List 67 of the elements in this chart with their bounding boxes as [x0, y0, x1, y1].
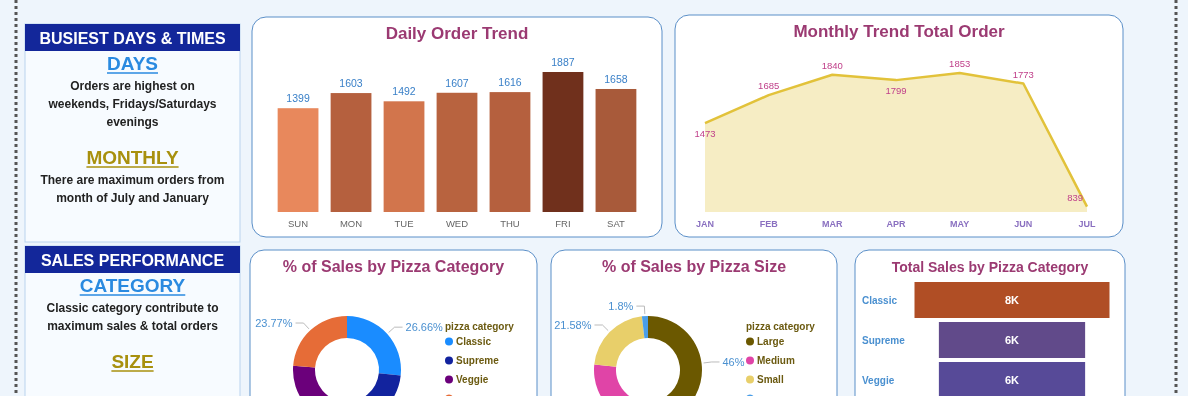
bar: [436, 92, 478, 212]
text: SIZE: [111, 351, 154, 372]
legend-title: pizza category: [445, 321, 515, 332]
text: Classic category contribute to maximum sales & total orders: [46, 301, 219, 333]
bar: [383, 101, 425, 212]
legend-title: pizza category: [746, 321, 816, 332]
data-label: 1492: [392, 85, 416, 98]
text: MONTHLY: [86, 147, 179, 168]
bar: [595, 88, 637, 212]
text: DAYS: [106, 53, 159, 74]
legend-label: Classic: [456, 336, 492, 347]
data-label: 8K: [1004, 294, 1020, 306]
x-tick-label: TUE: [394, 218, 414, 229]
category-label: Classic: [862, 295, 898, 306]
data-label: 1616: [498, 76, 522, 89]
data-label: 1773: [1012, 68, 1034, 80]
x-tick-label: FEB: [759, 219, 779, 229]
chart-title: % of Sales by Pizza Size: [601, 258, 787, 275]
data-label: 26.66%: [405, 321, 444, 334]
text: BUSIEST DAYS & TIMES: [39, 29, 226, 47]
data-label: 1603: [339, 77, 363, 90]
text: CATEGORY: [79, 275, 186, 296]
x-tick-label: SAT: [607, 218, 626, 229]
x-tick-label: THU: [500, 218, 520, 229]
chart-title: % of Sales by Pizza Category: [282, 258, 505, 275]
legend-label: Large: [757, 336, 785, 347]
x-tick-label: FRI: [555, 218, 571, 229]
data-label: 6K: [1004, 374, 1020, 386]
x-tick-label: MAY: [950, 219, 970, 229]
data-label: 6K: [1004, 334, 1020, 346]
data-label: 1840: [821, 59, 843, 71]
x-tick-label: JAN: [695, 219, 715, 229]
data-label: 1853: [949, 58, 971, 69]
x-tick-label: JUN: [1014, 219, 1033, 229]
text: Orders are highest on weekends, Fridays/Saturdays evenings: [47, 79, 217, 129]
data-label: 1685: [758, 80, 780, 92]
x-tick-label: WED: [445, 218, 469, 229]
legend-label: Medium: [757, 355, 795, 366]
data-label: 1607: [445, 76, 469, 89]
text: There are maximum orders from month of July and January: [40, 173, 225, 205]
legend-label: Veggie: [456, 374, 489, 385]
bar: [330, 93, 372, 212]
x-tick-label: JUL: [1078, 219, 1096, 229]
x-tick-label: APR: [886, 219, 906, 229]
bar: [542, 72, 584, 212]
data-label: 46%: [722, 355, 745, 368]
legend-label: Small: [757, 374, 784, 385]
category-label: Supreme: [862, 335, 906, 346]
bar: [277, 108, 319, 212]
data-label: 1399: [286, 92, 310, 105]
legend-label: Supreme: [456, 355, 500, 366]
data-label: 23.77%: [255, 317, 293, 330]
x-tick-label: MAR: [822, 219, 844, 229]
data-label: 21.58%: [554, 319, 592, 331]
chart-title: Monthly Trend Total Order: [793, 22, 1006, 41]
data-label: 1799: [885, 85, 907, 97]
data-label: 1473: [694, 128, 716, 140]
text: SALES PERFORMANCE: [40, 251, 225, 269]
category-label: Veggie: [862, 375, 895, 386]
data-label: 1658: [604, 72, 628, 85]
chart-title: Daily Order Trend: [385, 24, 529, 43]
data-label: 1887: [551, 56, 575, 68]
data-label: 1.8%: [608, 300, 634, 313]
bar: [489, 92, 531, 212]
x-tick-label: SUN: [288, 218, 309, 229]
x-tick-label: MON: [339, 218, 363, 229]
text: Total Sales by Pizza Category: [891, 259, 1089, 275]
